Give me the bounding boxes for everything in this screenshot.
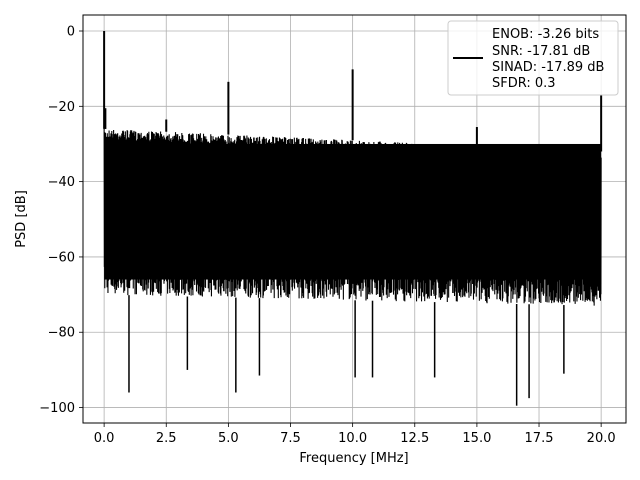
legend-enob: ENOB: -3.26 bits bbox=[492, 27, 599, 42]
y-axis-ticks: 0 −20 −40 −60 −80 −100 bbox=[39, 25, 83, 416]
legend-box bbox=[447, 20, 619, 96]
x-axis-ticks: 0.0 2.5 5.0 7.5 10.0 12.5 15.0 17.5 20.0 bbox=[94, 423, 616, 446]
plot-area-frame bbox=[82, 14, 627, 424]
y-tick-label: −40 bbox=[48, 175, 75, 190]
y-tick-label: −20 bbox=[48, 100, 75, 115]
legend-sfdr: SFDR: 0.3 bbox=[492, 76, 556, 91]
x-tick-label: 5.0 bbox=[218, 431, 239, 446]
y-tick-label: 0 bbox=[67, 25, 75, 40]
psd-noise-band bbox=[104, 143, 602, 280]
x-tick-label: 17.5 bbox=[525, 431, 554, 446]
x-tick-label: 2.5 bbox=[156, 431, 177, 446]
x-tick-label: 0.0 bbox=[94, 431, 115, 446]
legend: ENOB: -3.26 bits SNR: -17.81 dB SINAD: -… bbox=[447, 20, 619, 96]
y-tick-label: −60 bbox=[48, 250, 75, 265]
y-tick-label: −80 bbox=[48, 326, 75, 341]
x-tick-label: 20.0 bbox=[587, 431, 616, 446]
y-tick-label: −100 bbox=[39, 401, 75, 416]
x-axis-label: Frequency [MHz] bbox=[299, 451, 408, 466]
data-layer bbox=[103, 31, 603, 406]
y-axis-label: PSD [dB] bbox=[14, 190, 29, 248]
x-tick-label: 10.0 bbox=[338, 431, 367, 446]
x-tick-label: 7.5 bbox=[280, 431, 301, 446]
legend-snr: SNR: -17.81 dB bbox=[492, 44, 590, 59]
legend-sinad: SINAD: -17.89 dB bbox=[492, 60, 604, 75]
x-tick-label: 12.5 bbox=[400, 431, 429, 446]
x-tick-label: 15.0 bbox=[462, 431, 491, 446]
